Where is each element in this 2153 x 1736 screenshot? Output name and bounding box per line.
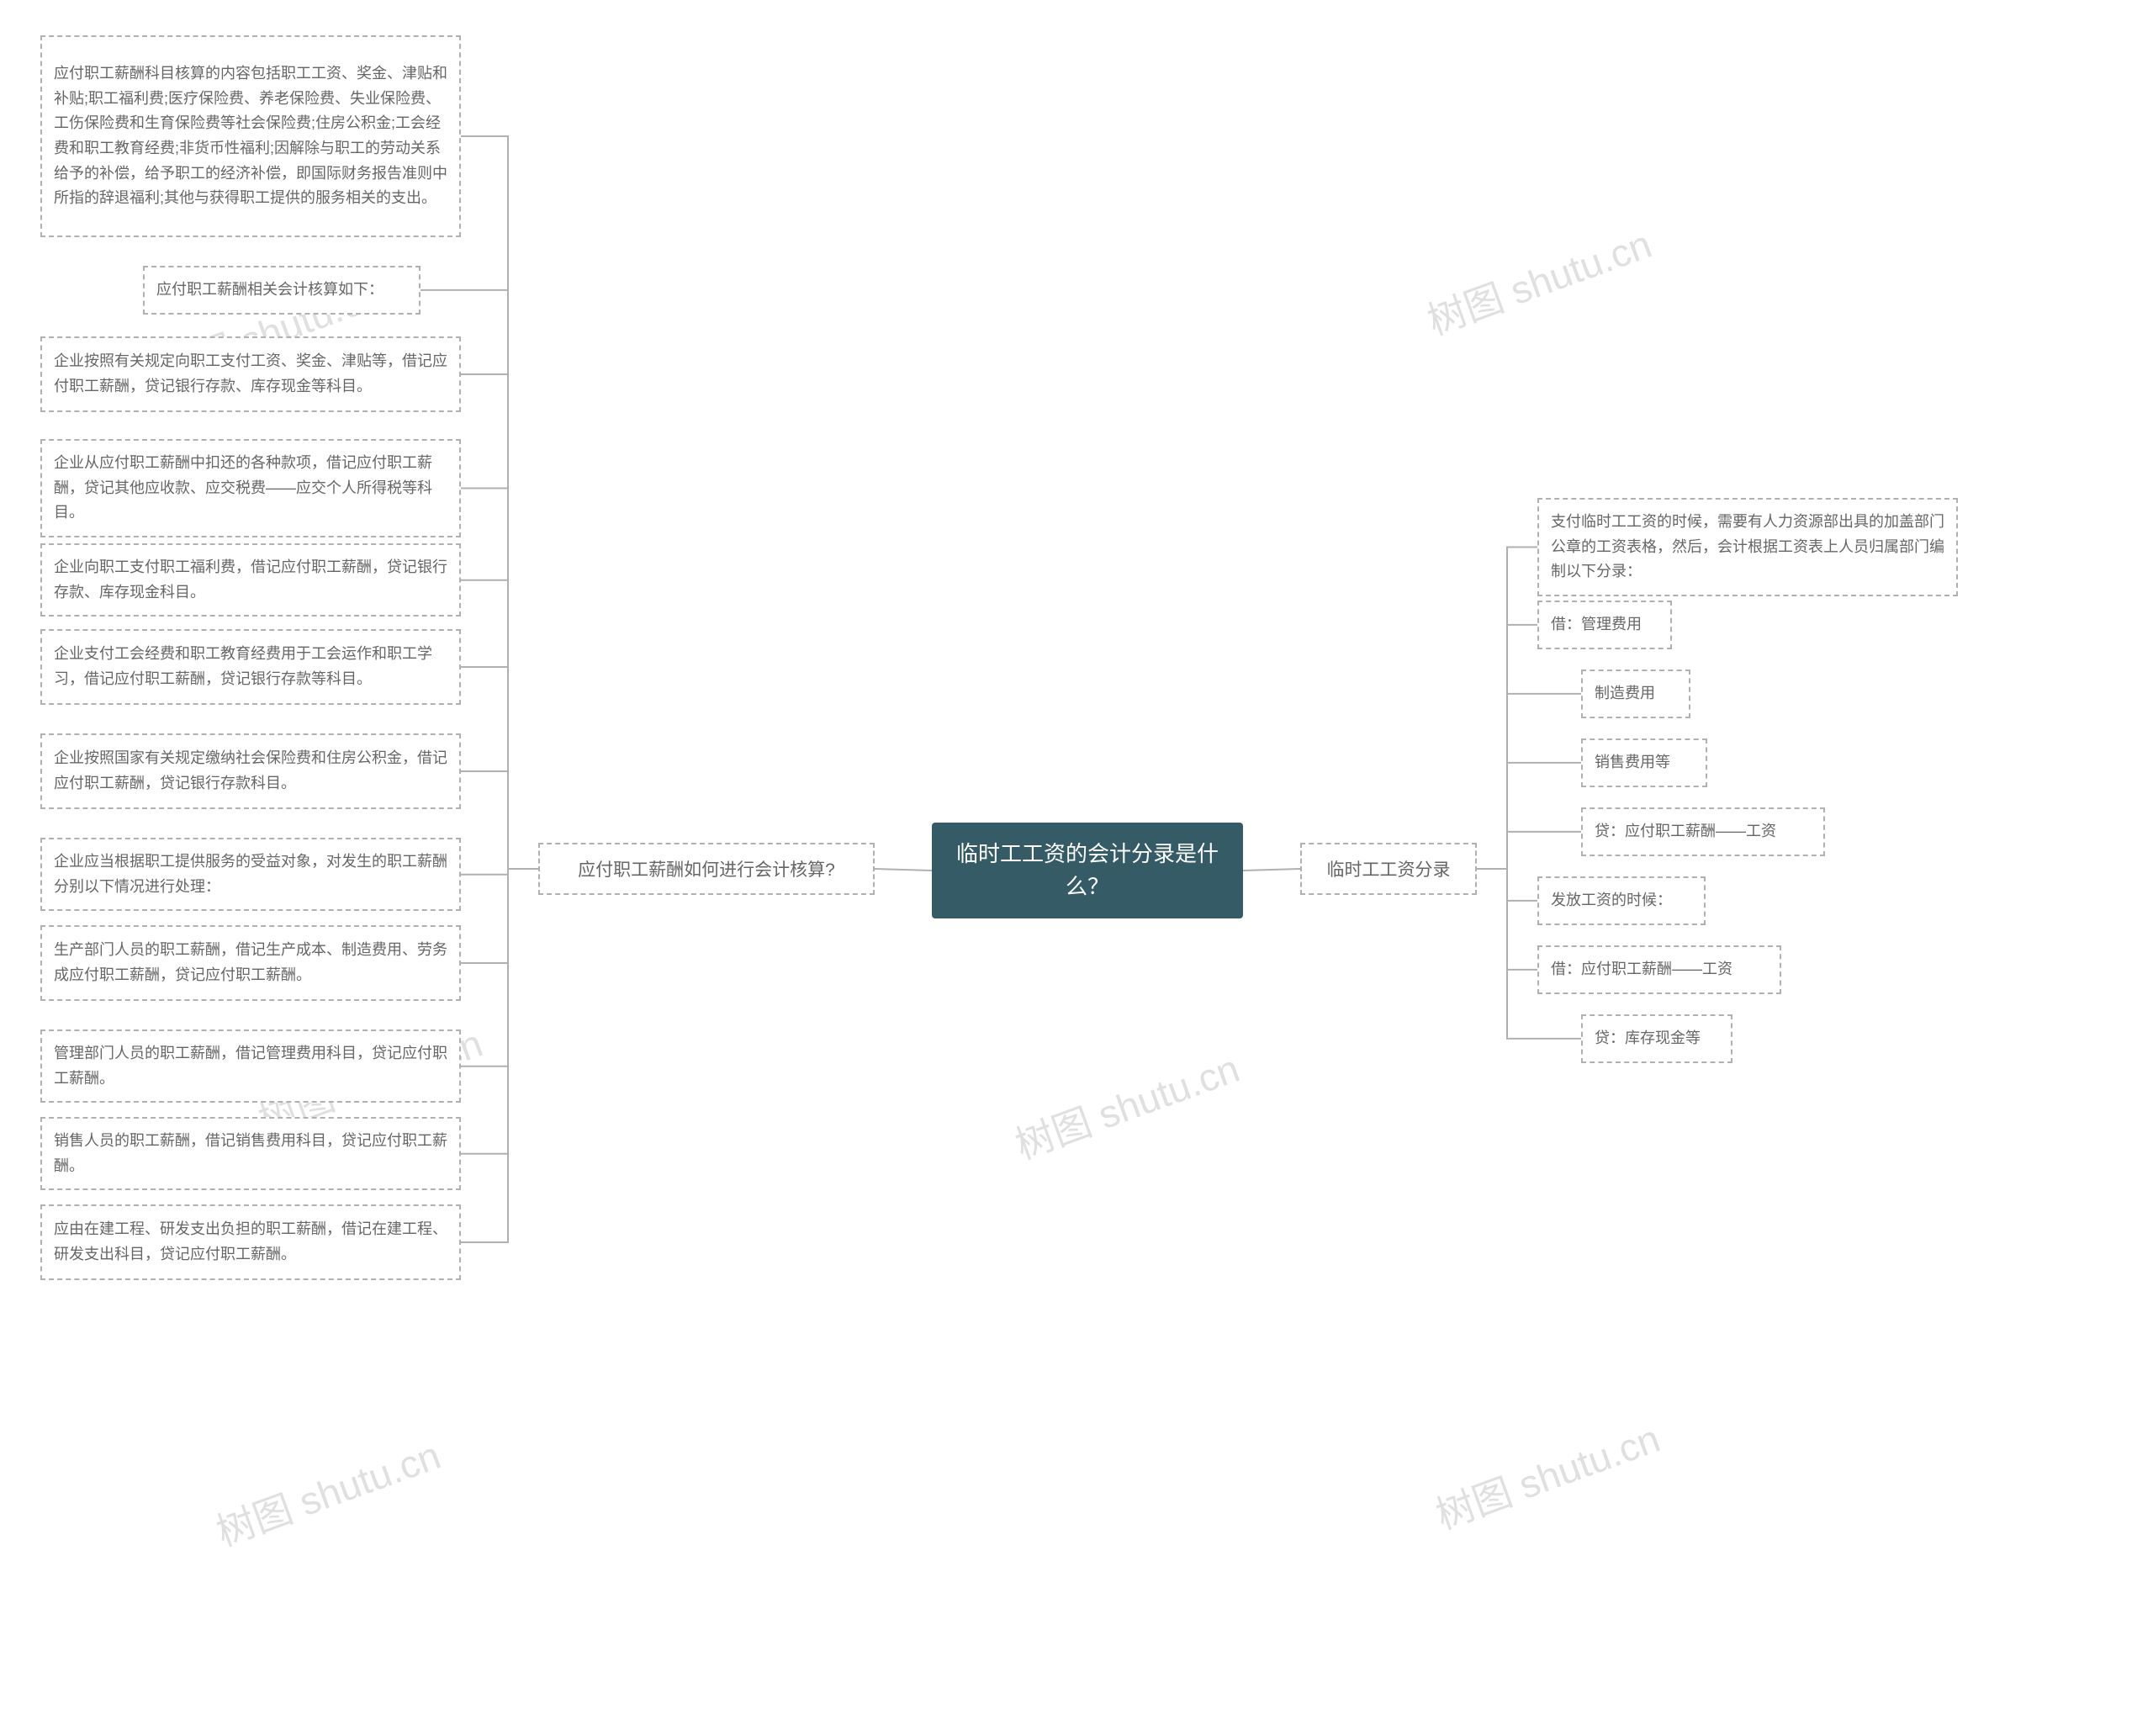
left-leaf-3: 企业从应付职工薪酬中扣还的各种款项，借记应付职工薪酬，贷记其他应收款、应交税费—… bbox=[40, 439, 461, 537]
left-leaf-8: 生产部门人员的职工薪酬，借记生产成本、制造费用、劳务成应付职工薪酬，贷记应付职工… bbox=[40, 925, 461, 1001]
left-leaf-0: 应付职工薪酬科目核算的内容包括职工工资、奖金、津贴和补贴;职工福利费;医疗保险费… bbox=[40, 35, 461, 237]
left-leaf-10: 销售人员的职工薪酬，借记销售费用科目，贷记应付职工薪酬。 bbox=[40, 1117, 461, 1190]
right-leaf-7: 贷：库存现金等 bbox=[1581, 1014, 1732, 1063]
left-leaf-1: 应付职工薪酬相关会计核算如下： bbox=[143, 266, 421, 315]
left-leaf-4: 企业向职工支付职工福利费，借记应付职工薪酬，贷记银行存款、库存现金科目。 bbox=[40, 543, 461, 617]
left-leaf-2: 企业按照有关规定向职工支付工资、奖金、津贴等，借记应付职工薪酬，贷记银行存款、库… bbox=[40, 336, 461, 412]
right-leaf-6: 借：应付职工薪酬——工资 bbox=[1537, 945, 1781, 994]
watermark: 树图 shutu.cn bbox=[1419, 214, 1658, 346]
left-branch-node: 应付职工薪酬如何进行会计核算? bbox=[538, 843, 875, 895]
right-leaf-5: 发放工资的时候： bbox=[1537, 876, 1706, 925]
right-leaf-2: 制造费用 bbox=[1581, 670, 1690, 718]
left-leaf-6: 企业按照国家有关规定缴纳社会保险费和住房公积金，借记应付职工薪酬，贷记银行存款科… bbox=[40, 733, 461, 809]
left-leaf-9: 管理部门人员的职工薪酬，借记管理费用科目，贷记应付职工薪酬。 bbox=[40, 1029, 461, 1103]
left-leaf-5: 企业支付工会经费和职工教育经费用于工会运作和职工学习，借记应付职工薪酬，贷记银行… bbox=[40, 629, 461, 705]
right-branch-node: 临时工工资分录 bbox=[1300, 843, 1477, 895]
left-leaf-11: 应由在建工程、研发支出负担的职工薪酬，借记在建工程、研发支出科目，贷记应付职工薪… bbox=[40, 1204, 461, 1280]
watermark: 树图 shutu.cn bbox=[1007, 1038, 1246, 1170]
left-leaf-7: 企业应当根据职工提供服务的受益对象，对发生的职工薪酬分别以下情况进行处理： bbox=[40, 838, 461, 911]
center-node: 临时工工资的会计分录是什么？ bbox=[932, 823, 1243, 918]
right-leaf-0: 支付临时工工资的时候，需要有人力资源部出具的加盖部门公章的工资表格，然后，会计根… bbox=[1537, 498, 1958, 596]
right-leaf-1: 借：管理费用 bbox=[1537, 601, 1672, 649]
right-leaf-4: 贷：应付职工薪酬——工资 bbox=[1581, 807, 1825, 856]
right-leaf-3: 销售费用等 bbox=[1581, 738, 1707, 787]
watermark: 树图 shutu.cn bbox=[208, 1425, 447, 1557]
watermark: 树图 shutu.cn bbox=[1427, 1408, 1666, 1540]
